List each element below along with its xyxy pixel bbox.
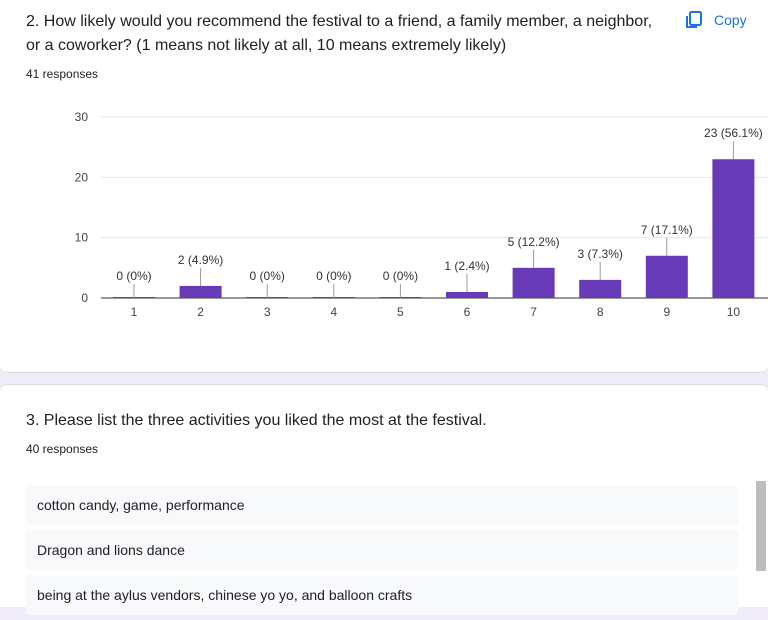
data-label: 2 (4.9%) <box>178 253 223 267</box>
list-item: being at the aylus vendors, chinese yo y… <box>26 575 738 615</box>
bar <box>579 279 622 298</box>
question-3-title: 3. Please list the three activities you … <box>26 412 487 429</box>
data-label: 1 (2.4%) <box>444 259 489 273</box>
x-tick-label: 5 <box>397 305 404 319</box>
x-tick-label: 9 <box>663 305 670 319</box>
scrollbar[interactable] <box>756 481 767 611</box>
bar <box>512 267 555 298</box>
y-tick-label: 20 <box>75 170 89 184</box>
response-list: cotton candy, game, performance Dragon a… <box>26 485 738 620</box>
y-tick-label: 10 <box>75 231 89 245</box>
list-item: Dragon and lions dance <box>26 530 738 570</box>
bar-chart: 0 10 20 30 0 (0%) 1 2 (4.9%) 2 0 (0%) 3 0 (0%) 4 0 (… <box>75 110 768 319</box>
response-text: Dragon and lions dance <box>37 542 185 558</box>
bar <box>179 285 222 298</box>
copy-icon <box>684 10 704 30</box>
x-tick-label: 7 <box>530 305 537 319</box>
data-label: 0 (0%) <box>316 269 351 283</box>
data-label: 0 (0%) <box>250 269 285 283</box>
x-tick-label: 2 <box>197 305 204 319</box>
question-3-card: 3. Please list the three activities you … <box>0 384 768 615</box>
question-2-title: 2. How likely would you recommend the fe… <box>26 13 653 54</box>
response-text: cotton candy, game, performance <box>37 497 245 513</box>
copy-label: Copy <box>714 12 747 28</box>
data-label: 0 (0%) <box>116 269 151 283</box>
x-tick-label: 3 <box>264 305 271 319</box>
question-2-card: 2. How likely would you recommend the fe… <box>0 0 768 373</box>
data-label: 7 (17.1%) <box>641 223 693 237</box>
list-item: cotton candy, game, performance <box>26 485 738 525</box>
x-tick-label: 1 <box>131 305 138 319</box>
response-text: being at the aylus vendors, chinese yo y… <box>37 587 413 603</box>
bar <box>645 255 688 298</box>
y-tick-label: 0 <box>81 291 88 305</box>
x-tick-label: 10 <box>727 305 741 319</box>
data-label: 23 (56.1%) <box>704 126 763 140</box>
data-label: 3 (7.3%) <box>578 247 623 261</box>
bar <box>712 159 755 298</box>
y-tick-label: 30 <box>75 110 89 124</box>
x-tick-label: 8 <box>597 305 604 319</box>
x-tick-label: 6 <box>464 305 471 319</box>
data-label: 0 (0%) <box>383 269 418 283</box>
question-3-response-count: 40 responses <box>26 442 99 456</box>
x-tick-label: 4 <box>330 305 337 319</box>
scrollbar-thumb[interactable] <box>756 481 766 571</box>
copy-chart-button[interactable]: Copy <box>684 6 747 34</box>
data-label: 5 (12.2%) <box>508 235 560 249</box>
bar <box>446 291 488 298</box>
question-2-response-count: 41 responses <box>26 67 99 81</box>
